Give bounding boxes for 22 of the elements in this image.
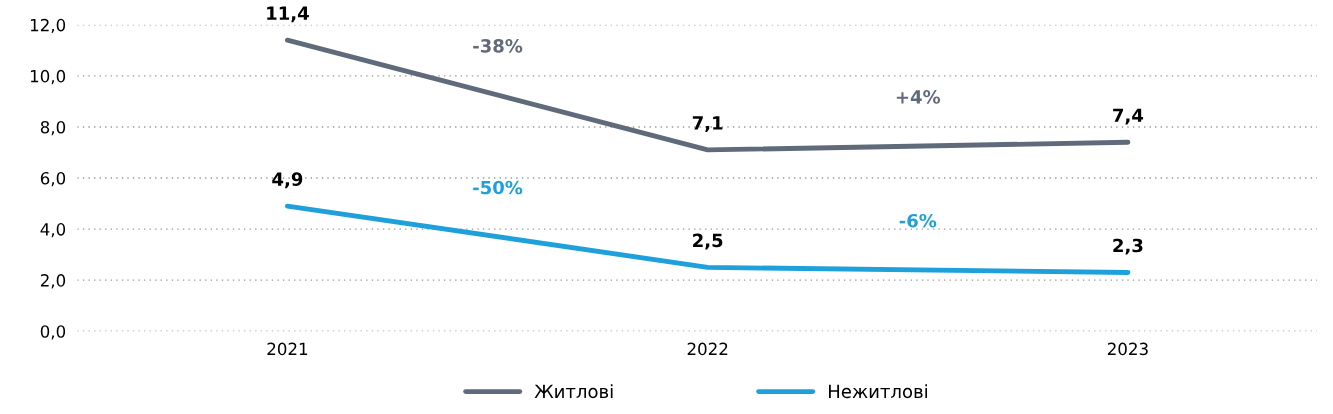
y-tick-label: 6,0 xyxy=(40,171,66,187)
y-tick-label: 2,0 xyxy=(40,274,66,289)
annotation: -38% xyxy=(473,39,523,53)
legend-label: Нежитлові xyxy=(829,384,927,399)
data-label: 4,9 xyxy=(272,172,303,189)
data-label: 2,3 xyxy=(1113,238,1143,255)
data-label: 7,1 xyxy=(692,116,723,133)
y-tick-label: 0,0 xyxy=(40,325,66,340)
x-tick-label: 2023 xyxy=(1107,342,1148,356)
y-tick-label: 10,0 xyxy=(30,69,66,85)
data-label: 7,4 xyxy=(1113,108,1144,125)
legend-label: Житлові xyxy=(534,384,613,399)
y-tick-label: 12,0 xyxy=(30,18,66,34)
y-tick-label: 4,0 xyxy=(40,223,66,238)
data-label: 11,4 xyxy=(267,6,309,23)
annotation: -50% xyxy=(473,180,523,195)
x-tick-label: 2022 xyxy=(687,342,728,356)
annotation: +4% xyxy=(896,90,941,104)
y-tick-label: 8,0 xyxy=(40,120,66,136)
data-label: 2,5 xyxy=(693,233,723,250)
x-tick-label: 2021 xyxy=(267,342,308,356)
annotation: -6% xyxy=(899,213,937,228)
